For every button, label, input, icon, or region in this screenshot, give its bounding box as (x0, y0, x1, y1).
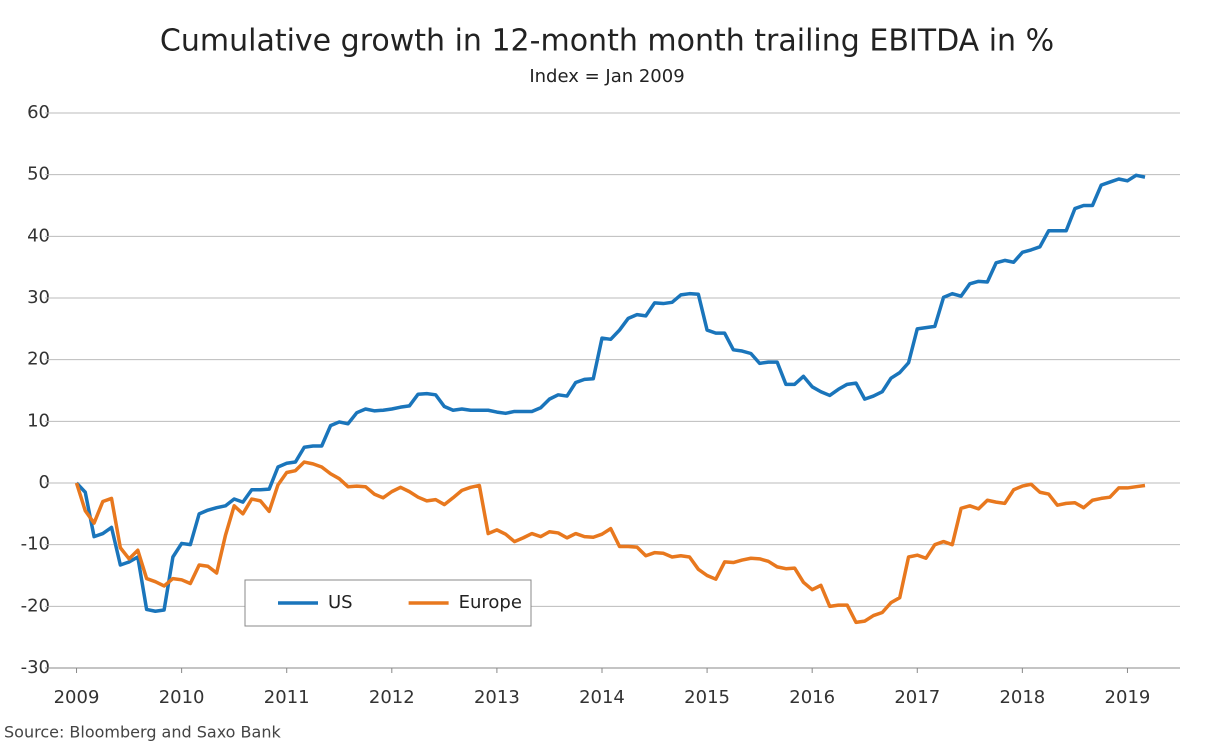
y-tick-label: 0 (39, 472, 50, 493)
legend-label: US (328, 592, 353, 613)
legend: US Europe (244, 579, 532, 627)
x-tick-label: 2014 (579, 687, 625, 708)
y-tick-label: 50 (27, 164, 50, 185)
x-tick-label: 2019 (1105, 687, 1151, 708)
line-series (74, 460, 1146, 625)
y-tick-label: 10 (27, 410, 50, 431)
x-tick-label: 2010 (159, 687, 205, 708)
y-tick-label: -10 (21, 534, 50, 555)
y-tick-label: -20 (21, 595, 50, 616)
y-tick-label: 40 (27, 225, 50, 246)
legend-label: Europe (459, 592, 522, 613)
y-tick-label: 20 (27, 349, 50, 370)
y-tick-label: 30 (27, 287, 50, 308)
source-note: Source: Bloomberg and Saxo Bank (4, 723, 281, 742)
x-tick-label: 2018 (999, 687, 1045, 708)
y-tick-label: 60 (27, 102, 50, 123)
x-tick-label: 2009 (54, 687, 100, 708)
y-tick-label: -30 (21, 657, 50, 678)
line-series (75, 173, 1146, 614)
chart-title: Cumulative growth in 12-month month trai… (160, 24, 1054, 59)
x-tick-label: 2012 (369, 687, 415, 708)
x-tick-label: 2011 (264, 687, 310, 708)
x-tick-label: 2016 (789, 687, 835, 708)
x-tick-label: 2017 (894, 687, 940, 708)
x-tick-label: 2015 (684, 687, 730, 708)
chart-subtitle: Index = Jan 2009 (529, 66, 684, 87)
x-tick-label: 2013 (474, 687, 520, 708)
